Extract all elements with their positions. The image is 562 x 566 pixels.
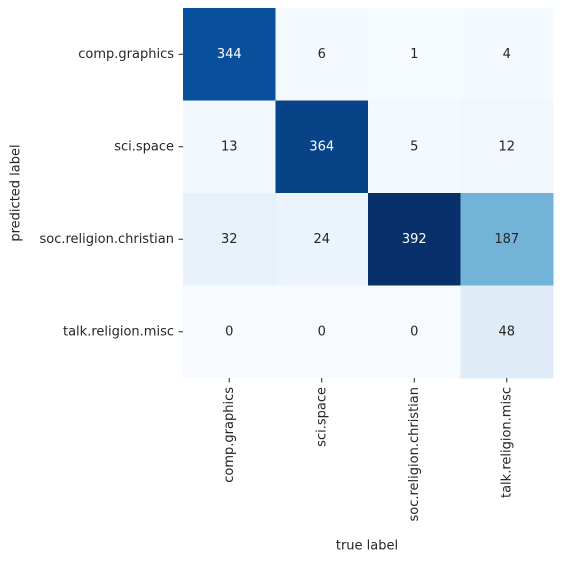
cell [368,100,461,194]
x-tick-label: sci.space [314,387,329,447]
cell [275,285,369,379]
cell-label: 13 [221,139,238,154]
cell [183,285,276,379]
cell [183,8,276,101]
cell-label: 32 [221,232,238,247]
y-tick-label: comp.graphics [78,47,174,62]
cell-label: 12 [498,139,515,154]
cell [460,193,554,286]
cell [368,285,461,379]
cell-label: 6 [318,47,326,62]
cell-label: 4 [503,47,511,62]
cell-label: 48 [498,324,515,339]
cell [368,193,461,286]
x-tick-label: talk.religion.misc [499,387,514,498]
y-tick-label: soc.religion.christian [39,232,174,247]
cell [183,193,276,286]
y-tick-label: talk.religion.misc [63,324,174,339]
cell [460,285,554,379]
cell [275,100,369,194]
cell [183,100,276,194]
cell-label: 344 [217,47,242,62]
cell [460,8,554,101]
cell-label: 0 [410,324,418,339]
cell [275,193,369,286]
x-tick-label: comp.graphics [222,387,237,483]
cell-label: 0 [318,324,326,339]
cell-label: 187 [494,232,519,247]
cell [275,8,369,101]
cell-label: 24 [313,232,330,247]
cell-label: 392 [402,232,427,247]
y-axis-label: predicted label [9,144,24,241]
cell [368,8,461,101]
cell-label: 5 [410,139,418,154]
x-tick-label: soc.religion.christian [407,387,422,522]
cell-label: 0 [225,324,233,339]
x-axis-label: true label [336,539,398,554]
cell [460,100,554,194]
y-tick-label: sci.space [114,139,174,154]
cell-label: 364 [309,139,334,154]
cell-label: 1 [410,47,418,62]
